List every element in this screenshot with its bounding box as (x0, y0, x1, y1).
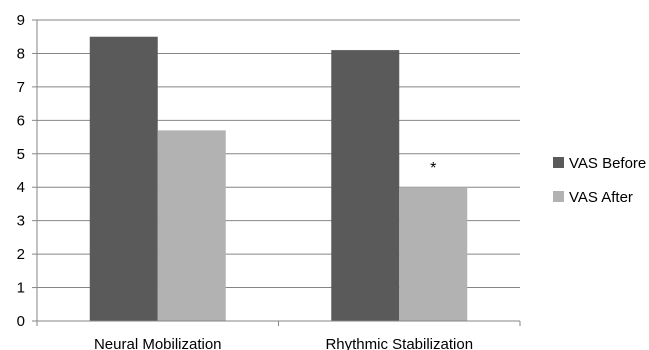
y-tick-label: 6 (17, 112, 25, 129)
y-tick-label: 5 (17, 146, 25, 163)
x-axis-labels: Neural Mobilization Rhythmic Stabilizatio… (94, 336, 473, 350)
significance-annotation: * (430, 160, 436, 177)
x-category-label: Neural Mobilization (94, 336, 222, 350)
legend-swatch (553, 157, 564, 168)
legend-swatch (553, 191, 564, 202)
y-tick-label: 3 (17, 213, 25, 230)
legend-label: VAS Before (569, 155, 646, 172)
y-tick-label: 8 (17, 45, 25, 62)
x-category-label: Rhythmic Stabilization (325, 336, 473, 350)
y-tick-label: 2 (17, 246, 25, 263)
y-axis-ticks: 0 1 2 3 4 5 6 7 8 9 (17, 12, 37, 330)
legend-label: VAS After (569, 189, 633, 206)
axes (36, 20, 521, 326)
legend: VAS Before VAS After (553, 155, 646, 206)
bar (399, 187, 468, 321)
bar (157, 130, 226, 321)
y-tick-label: 7 (17, 79, 25, 96)
y-tick-label: 9 (17, 12, 25, 29)
annotations: * (430, 160, 436, 177)
bars (89, 36, 468, 321)
y-tick-label: 4 (17, 179, 25, 196)
bar (331, 50, 400, 321)
y-tick-label: 1 (17, 280, 25, 297)
bar (89, 36, 158, 321)
y-tick-label: 0 (17, 313, 25, 330)
